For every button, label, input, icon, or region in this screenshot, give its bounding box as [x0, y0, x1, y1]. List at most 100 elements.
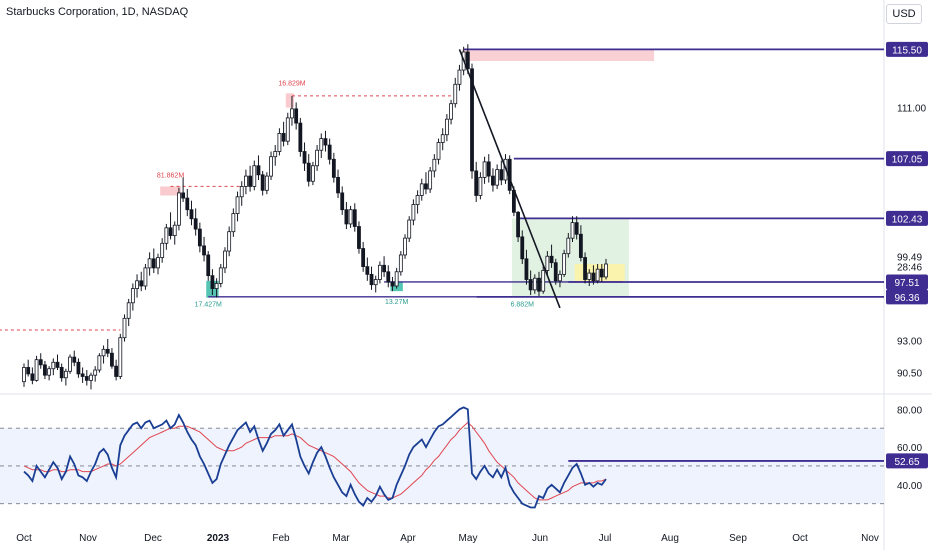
- currency-button[interactable]: USD: [886, 4, 922, 24]
- candle-98: [432, 154, 437, 178]
- candle-31: [151, 248, 156, 274]
- candle-6: [47, 366, 52, 381]
- level-tag-4: [886, 289, 928, 305]
- candle-24: [122, 314, 127, 342]
- level-tag-0: [886, 41, 928, 57]
- candle-47: [218, 264, 223, 288]
- horizontal-levels: [0, 48, 884, 331]
- candle-64: [290, 95, 294, 126]
- level-label-3: 97.51: [894, 278, 919, 289]
- candle-126: [549, 244, 554, 268]
- candle-91: [403, 234, 407, 259]
- time-tick-8: Jun: [532, 533, 548, 544]
- candle-1: [26, 359, 31, 377]
- time-tick-2: Dec: [144, 533, 162, 544]
- candle-95: [419, 178, 424, 201]
- candle-88: [390, 276, 395, 292]
- candle-79: [352, 203, 357, 232]
- time-tick-6: Apr: [400, 533, 416, 544]
- candle-41: [193, 208, 198, 236]
- candle-7: [51, 358, 56, 376]
- time-tick-7: May: [459, 533, 478, 544]
- candle-92: [407, 216, 412, 243]
- level-tag-2: [886, 210, 928, 226]
- candle-39: [185, 189, 190, 217]
- volume-label-1: 16.829M: [278, 81, 305, 88]
- candle-86: [382, 256, 386, 277]
- volume-label-3: 13.27M: [385, 299, 409, 306]
- candle-13: [76, 358, 81, 378]
- volume-labels: 81.862M 16.829M 17.427M 13.27M 6.882M: [157, 81, 534, 309]
- price-axis: 115.50 107.05 102.43 97.51 96.36 90.50 93.00 99…: [886, 41, 928, 492]
- candle-113: [495, 164, 500, 190]
- candle-56: [256, 155, 261, 180]
- candle-15: [84, 370, 89, 386]
- time-tick-3: 2023: [207, 533, 230, 544]
- candle-130: [566, 232, 571, 258]
- candle-17: [93, 366, 98, 382]
- candle-18: [97, 353, 102, 373]
- candle-9: [59, 363, 64, 382]
- candle-108: [474, 161, 479, 202]
- time-tick-1: Nov: [79, 533, 97, 544]
- volume-label-4: 6.882M: [511, 302, 535, 309]
- candle-71: [319, 133, 324, 158]
- candle-35: [168, 212, 173, 240]
- candle-23: [118, 333, 123, 380]
- candle-103: [453, 77, 458, 108]
- volume-label-2: 17.427M: [195, 302, 222, 309]
- candle-109: [478, 172, 483, 200]
- candle-67: [302, 142, 307, 171]
- candle-101: [444, 114, 449, 142]
- candle-121: [528, 270, 533, 296]
- candle-70: [315, 145, 319, 171]
- candle-53: [244, 169, 248, 195]
- supply-zone-feb: [285, 93, 294, 108]
- level-label-0: 115.50: [892, 45, 922, 56]
- trendline-down: [458, 49, 561, 309]
- rsi-ma-line: [23, 421, 607, 501]
- candle-45: [210, 269, 215, 296]
- candle-100: [440, 128, 445, 151]
- candle-52: [239, 181, 244, 206]
- candle-65: [294, 102, 299, 130]
- candle-11: [68, 354, 72, 374]
- candle-81: [361, 242, 366, 272]
- supply-zone-dec: [160, 186, 181, 196]
- candle-42: [197, 222, 202, 253]
- time-tick-12: Oct: [792, 533, 808, 544]
- rsi-level-tag: [886, 453, 928, 469]
- candle-5: [43, 360, 47, 380]
- candle-132: [574, 216, 579, 240]
- candle-131: [570, 216, 575, 243]
- candle-38: [181, 177, 186, 202]
- countdown-label: 28:46: [897, 263, 922, 274]
- candle-112: [491, 168, 495, 192]
- candle-48: [223, 247, 227, 274]
- candle-4: [38, 353, 43, 369]
- candle-75: [336, 169, 340, 199]
- candle-73: [327, 138, 332, 165]
- rsi-tick-1: 60.00: [897, 443, 922, 454]
- candle-94: [415, 190, 420, 214]
- candle-8: [55, 354, 60, 371]
- candle-33: [160, 238, 165, 263]
- candle-49: [227, 226, 232, 257]
- time-tick-4: Feb: [272, 533, 290, 544]
- candle-125: [545, 251, 550, 276]
- candle-54: [248, 165, 253, 192]
- candle-66: [298, 117, 303, 157]
- candle-77: [344, 201, 349, 230]
- candle-61: [277, 128, 282, 156]
- candle-26: [130, 283, 135, 311]
- level-label-2: 102.43: [892, 214, 923, 225]
- candle-50: [231, 208, 236, 237]
- candle-133: [578, 225, 583, 262]
- candle-118: [516, 211, 520, 243]
- candle-83: [369, 266, 374, 290]
- candle-30: [147, 252, 152, 276]
- rsi-level-label: 52.65: [894, 457, 919, 468]
- candle-44: [206, 251, 211, 281]
- candle-87: [386, 265, 391, 288]
